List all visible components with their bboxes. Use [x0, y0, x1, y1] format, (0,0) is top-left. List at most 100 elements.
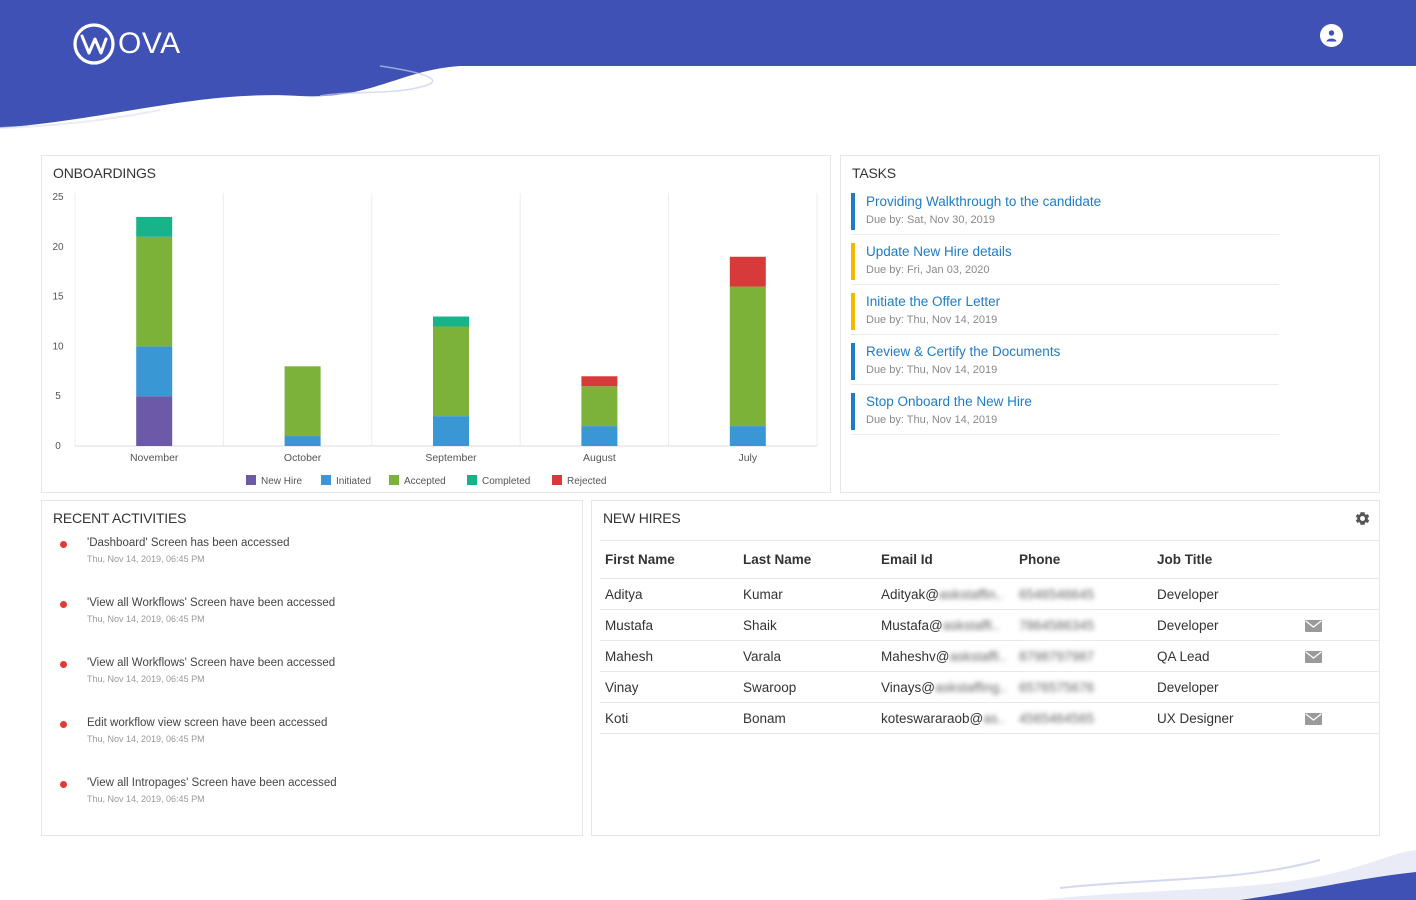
bar-segment [433, 316, 469, 327]
cell-email: Vinays@askstaffing.. [876, 671, 1014, 703]
legend-label: Completed [482, 476, 530, 487]
phone-redacted: 7864586345 [1019, 617, 1095, 633]
cell-actions [1290, 609, 1380, 641]
task-title-link[interactable]: Providing Walkthrough to the candidate [866, 194, 1102, 209]
table-row[interactable]: Mahesh Varala Maheshv@askstaffi.. 879879798… [600, 640, 1380, 672]
bar-segment [136, 346, 173, 397]
legend-label: Accepted [404, 476, 446, 487]
cell-email: koteswararaob@as.. [876, 702, 1014, 734]
column-header-email[interactable]: Email Id [876, 540, 1014, 579]
activity-bullet-icon [60, 601, 67, 608]
cell-phone: 6546546645 [1014, 578, 1152, 610]
onboardings-chart: 0 5 10 15 20 25 November October September August… [52, 192, 818, 487]
ova-logo[interactable]: OVA [72, 22, 181, 66]
activity-text: 'View all Workflows' Screen have been ac… [87, 657, 336, 669]
user-avatar-button[interactable] [1320, 24, 1343, 47]
cell-first-name: Aditya [600, 578, 738, 610]
tasks-panel: TASKS Providing Walkthrough to the candi… [840, 155, 1380, 493]
y-tick-label: 5 [55, 391, 61, 402]
activity-timestamp: Thu, Nov 14, 2019, 06:45 PM [87, 614, 205, 624]
onboardings-panel: ONBOARDINGS 0 5 10 15 20 25 November October Sep… [41, 155, 831, 493]
task-title-link[interactable]: Stop Onboard the New Hire [866, 394, 1032, 409]
x-category-label: October [284, 452, 322, 464]
user-avatar-icon [1326, 30, 1337, 42]
task-priority-bar [851, 243, 855, 280]
task-item[interactable]: Initiate the Offer Letter Due by: Thu, No… [851, 293, 1279, 335]
phone-redacted: 4565464565 [1019, 710, 1095, 726]
activity-bullet-icon [60, 541, 67, 548]
table-header-row: First Name Last Name Email Id Phone Job … [600, 540, 1380, 579]
activity-bullet-icon [60, 781, 67, 788]
cell-first-name: Mahesh [600, 640, 738, 672]
cell-job-title: Developer [1152, 671, 1290, 703]
task-due-date: Due by: Fri, Jan 03, 2020 [866, 264, 990, 276]
activity-timestamp: Thu, Nov 14, 2019, 06:45 PM [87, 794, 205, 804]
footer-wave [1040, 850, 1416, 900]
email-redacted: as.. [983, 710, 1006, 726]
cell-actions [1290, 702, 1380, 734]
task-item[interactable]: Providing Walkthrough to the candidate Du… [851, 193, 1279, 235]
y-tick-label: 25 [52, 192, 64, 203]
email-visible: Maheshv@ [881, 648, 950, 664]
column-header-first-name[interactable]: First Name [600, 540, 738, 579]
bar-segment [729, 286, 766, 427]
cell-first-name: Mustafa [600, 609, 738, 641]
activity-timestamp: Thu, Nov 14, 2019, 06:45 PM [87, 554, 205, 564]
table-row[interactable]: Mustafa Shaik Mustafa@askstaffi.. 786458634… [600, 609, 1380, 641]
gear-icon[interactable] [1354, 510, 1371, 527]
task-due-date: Due by: Thu, Nov 14, 2019 [866, 414, 998, 426]
cell-job-title: QA Lead [1152, 640, 1290, 672]
task-item[interactable]: Review & Certify the Documents Due by: Th… [851, 343, 1279, 385]
email-visible: Mustafa@ [881, 617, 943, 633]
legend-swatch [389, 475, 399, 485]
bar-segment [136, 216, 173, 237]
email-redacted: askstaffing.. [934, 679, 1007, 695]
mail-icon[interactable] [1305, 619, 1322, 632]
cell-phone: 6576575676 [1014, 671, 1152, 703]
cell-email: Maheshv@askstaffi.. [876, 640, 1014, 672]
table-row[interactable]: Koti Bonam koteswararaob@as.. 4565464565 UX … [600, 702, 1380, 734]
task-title-link[interactable]: Update New Hire details [866, 244, 1012, 259]
new-hires-table: First Name Last Name Email Id Phone Job … [600, 540, 1380, 734]
cell-first-name: Vinay [600, 671, 738, 703]
cell-first-name: Koti [600, 702, 738, 734]
task-item[interactable]: Update New Hire details Due by: Fri, Jan … [851, 243, 1279, 285]
email-visible: koteswararaob@ [881, 710, 984, 726]
table-row[interactable]: Aditya Kumar Adityak@askstaffin.. 654654664… [600, 578, 1380, 610]
activity-bullet-icon [60, 721, 67, 728]
bar-segment [581, 426, 618, 446]
task-title-link[interactable]: Review & Certify the Documents [866, 344, 1061, 359]
phone-redacted: 8798797987 [1019, 648, 1095, 664]
legend-swatch [467, 475, 477, 485]
legend-swatch [321, 475, 331, 485]
new-hires-panel: NEW HIRES First Name Last Name Email Id … [591, 500, 1380, 836]
legend-swatch [552, 475, 562, 485]
task-item[interactable]: Stop Onboard the New Hire Due by: Thu, No… [851, 393, 1279, 435]
phone-redacted: 6546546645 [1019, 586, 1095, 602]
column-header-last-name[interactable]: Last Name [738, 540, 876, 579]
cell-email: Mustafa@askstaffi.. [876, 609, 1014, 641]
task-title-link[interactable]: Initiate the Offer Letter [866, 294, 1001, 309]
cell-email: Adityak@askstaffin.. [876, 578, 1014, 610]
phone-redacted: 6576575676 [1019, 679, 1095, 695]
activity-text: 'View all Workflows' Screen have been ac… [87, 597, 336, 609]
task-due-date: Due by: Sat, Nov 30, 2019 [866, 214, 996, 226]
logo-mark-icon [73, 23, 115, 65]
cell-actions [1290, 671, 1380, 703]
column-header-job-title[interactable]: Job Title [1152, 540, 1290, 579]
bar-segment [433, 416, 469, 446]
x-category-label: November [130, 452, 179, 464]
bar-segment [729, 426, 766, 446]
tasks-title: TASKS [852, 165, 896, 181]
email-redacted: askstaffi.. [942, 617, 1000, 633]
table-row[interactable]: Vinay Swaroop Vinays@askstaffing.. 65765756… [600, 671, 1380, 703]
cell-last-name: Shaik [738, 609, 876, 641]
task-due-date: Due by: Thu, Nov 14, 2019 [866, 314, 998, 326]
mail-icon[interactable] [1305, 650, 1322, 663]
task-priority-bar [851, 343, 855, 380]
cell-last-name: Bonam [738, 702, 876, 734]
cell-actions [1290, 640, 1380, 672]
column-header-phone[interactable]: Phone [1014, 540, 1152, 579]
new-hires-title: NEW HIRES [603, 510, 681, 526]
mail-icon[interactable] [1305, 712, 1322, 725]
